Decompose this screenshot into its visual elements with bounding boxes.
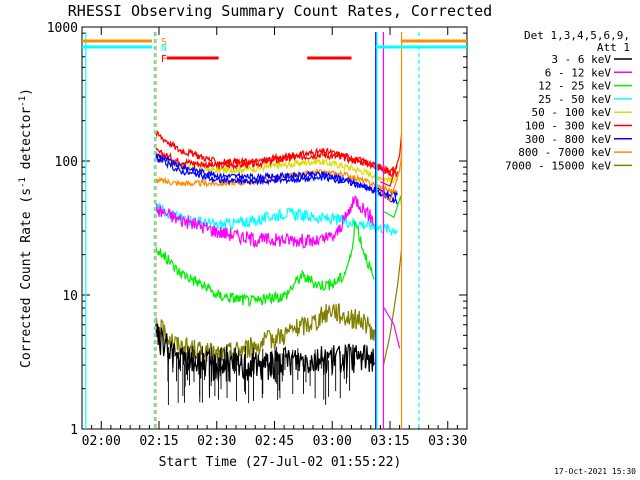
legend-item-label: 6 - 12 keV <box>545 66 612 79</box>
series-line <box>155 221 375 307</box>
legend-item-label: 800 - 7000 keV <box>518 146 611 159</box>
series-rise <box>379 155 403 203</box>
flag-bars: SNF <box>82 37 467 65</box>
legend-header-line: Att 1 <box>597 41 630 54</box>
series-line <box>155 195 375 249</box>
legend-item-label: 12 - 25 keV <box>538 80 611 93</box>
y-tick-label: 1 <box>70 423 78 438</box>
x-axis-label: Start Time (27-Jul-02 01:55:22) <box>159 455 402 470</box>
x-tick-label: 02:45 <box>255 434 294 449</box>
legend-item-label: 50 - 100 keV <box>532 106 612 119</box>
flag-letter-n: N <box>161 43 167 54</box>
series-line <box>155 323 376 382</box>
series-line <box>155 152 399 184</box>
y-label-sup-2: -1 <box>18 96 28 107</box>
x-tick-label: 03:00 <box>313 434 352 449</box>
x-axis: 02:00 02:15 02:30 02:45 03:00 03:15 03:30 <box>82 27 467 449</box>
x-tick-label: 03:15 <box>370 434 409 449</box>
legend-item-label: 300 - 800 keV <box>525 133 611 146</box>
x-tick-label: 02:15 <box>139 434 178 449</box>
series-line <box>155 130 399 178</box>
series-rise <box>380 133 403 187</box>
legend-item-label: 3 - 6 keV <box>551 53 611 66</box>
chart-title: RHESSI Observing Summary Count Rates, Co… <box>68 2 492 20</box>
footer-timestamp: 17-Oct-2021 15:30 <box>554 467 636 476</box>
x-tick-label: 03:30 <box>428 434 467 449</box>
y-tick-label: 100 <box>55 155 78 170</box>
series-line <box>155 302 376 365</box>
series-rise <box>382 249 403 366</box>
series-line <box>155 155 398 205</box>
legend-item-label: 25 - 50 keV <box>538 93 611 106</box>
y-axis-label: Corrected Count Rate (s-1 detector-1) <box>18 88 34 368</box>
x-tick-label: 02:30 <box>197 434 236 449</box>
legend-item-label: 7000 - 15000 keV <box>505 159 611 172</box>
x-tick-label: 02:00 <box>82 434 121 449</box>
legend-item-label: 100 - 300 keV <box>525 120 611 133</box>
legend-header-line: Det 1,3,4,5,6,9, <box>524 29 630 42</box>
series-rise <box>383 307 401 349</box>
y-label-sup-1: -1 <box>18 177 28 188</box>
series-curves <box>85 32 420 429</box>
y-tick-label: 1000 <box>47 21 78 36</box>
series-line <box>155 202 399 237</box>
y-tick-label: 10 <box>62 289 78 304</box>
flag-letter-f: F <box>161 54 167 65</box>
flag-letter-s: S <box>161 37 167 48</box>
